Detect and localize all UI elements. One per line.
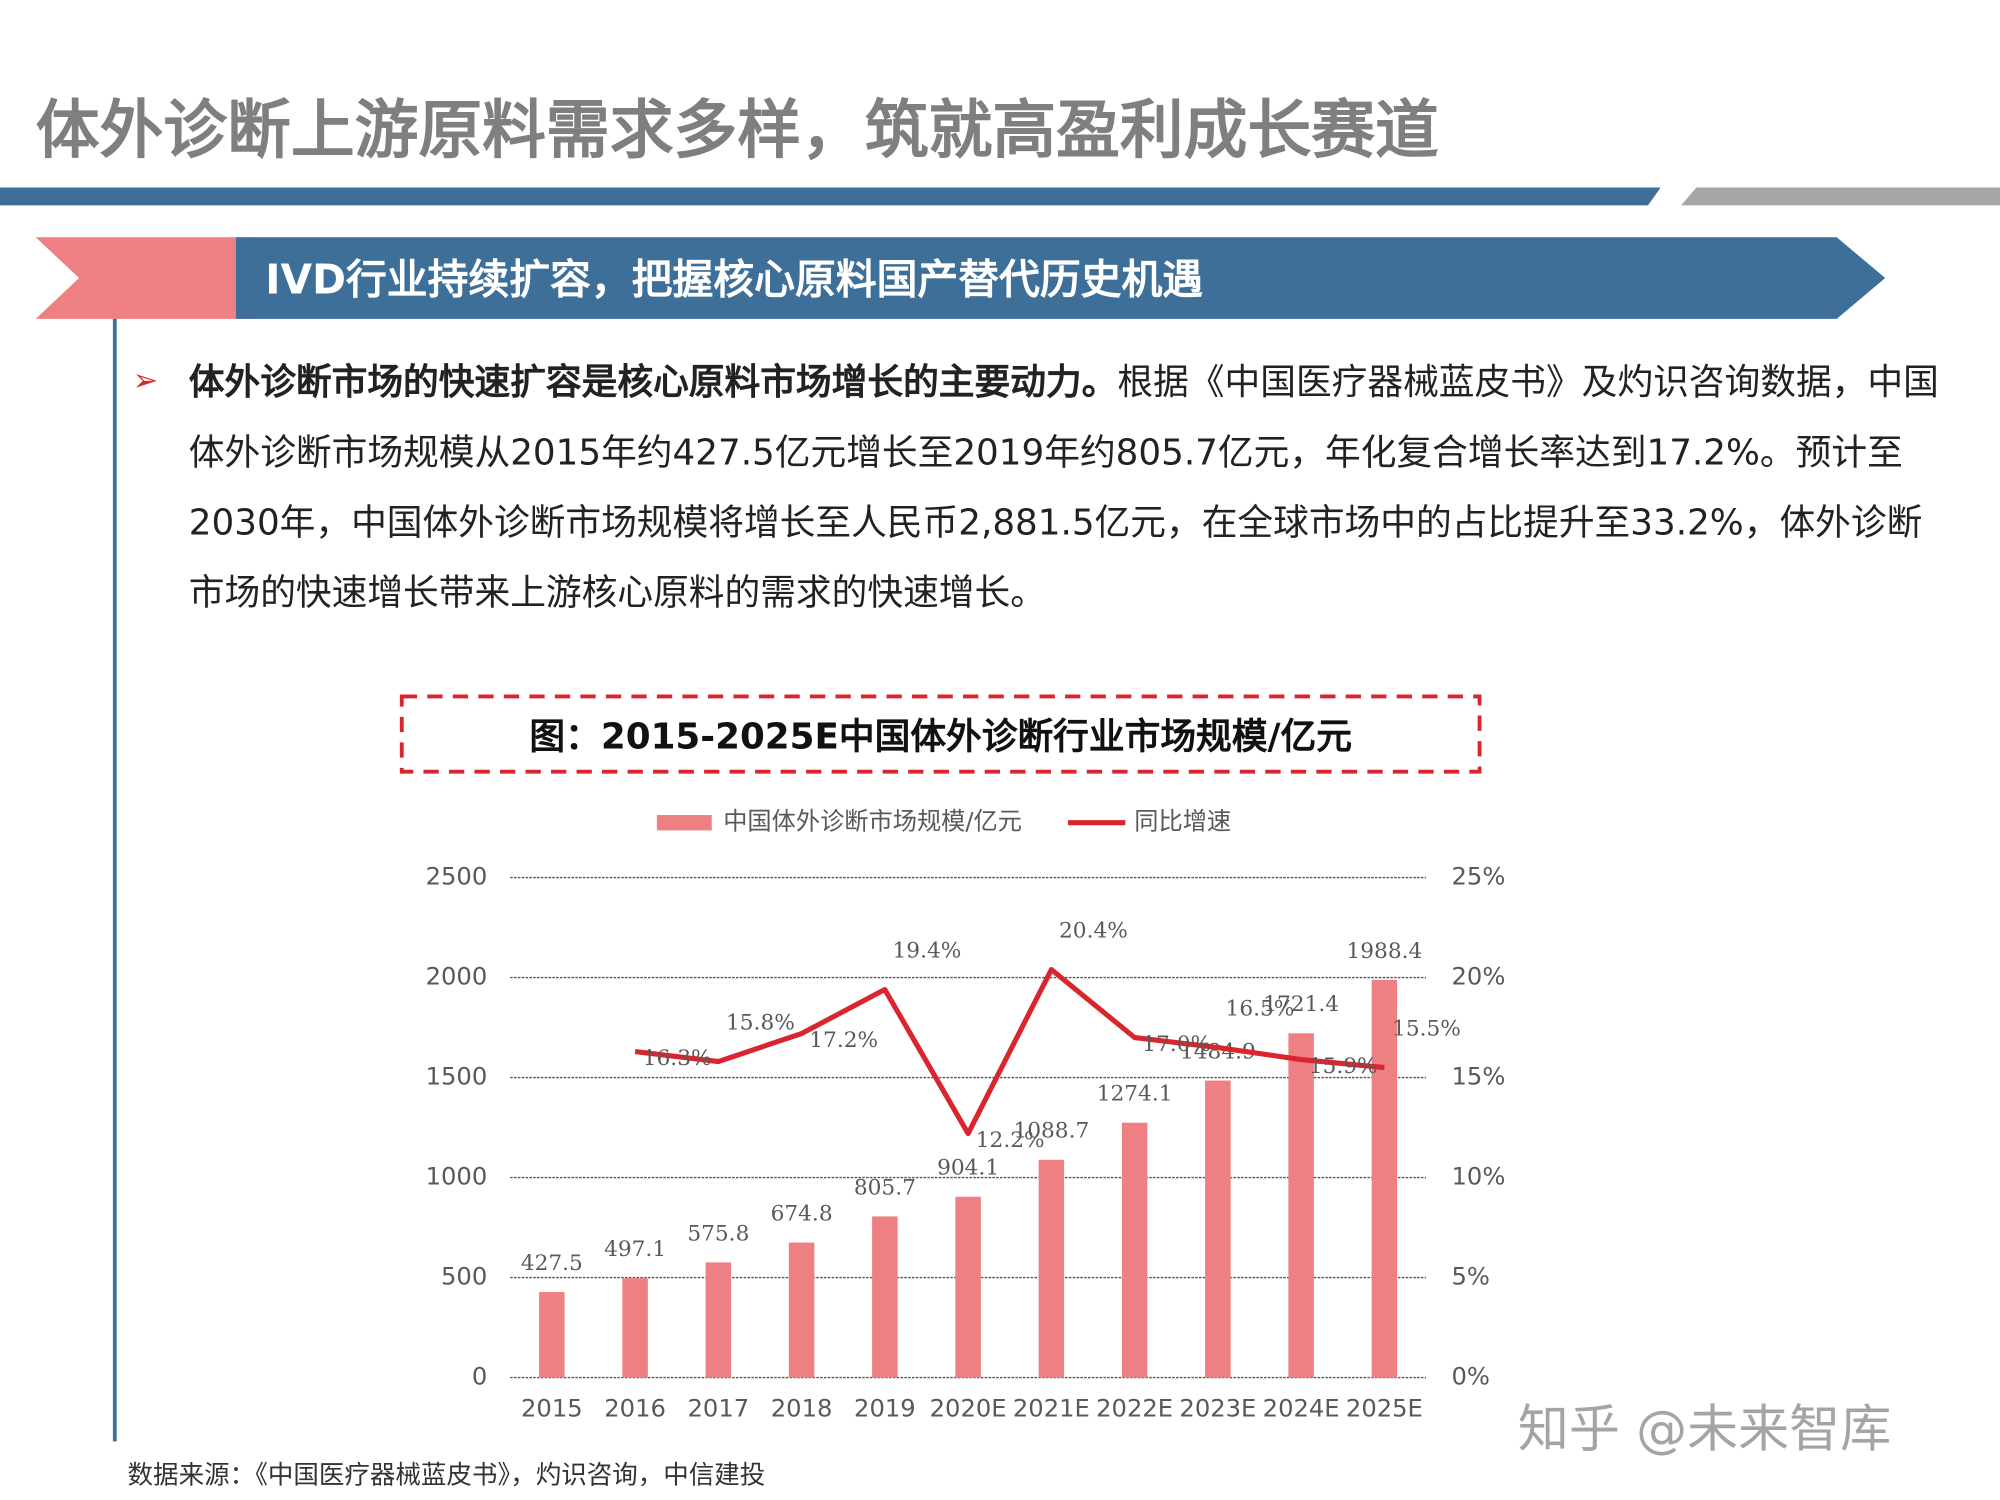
paragraph-body: 根据《中国医疗器械蓝皮书》及灼识咨询数据，中国体外诊断市场规模从2015年约42… [188, 360, 1939, 614]
x-tick-label: 2022E [1096, 1394, 1173, 1422]
line-value-label: 17.0% [1142, 1032, 1211, 1057]
y2-tick-label: 20% [1452, 963, 1506, 991]
y2-tick-label: 5% [1452, 1263, 1490, 1291]
line-value-label: 20.4% [1059, 918, 1128, 943]
line-value-label: 15.8% [726, 1010, 795, 1035]
bar-value-label: 805.7 [854, 1175, 916, 1200]
bar-value-label: 904.1 [937, 1156, 999, 1181]
bar [872, 1216, 898, 1378]
line-value-label: 16.5% [1226, 996, 1295, 1021]
x-tick-label: 2015 [521, 1394, 583, 1422]
chart-title-box [399, 694, 1482, 774]
chart-title: 图：2015-2025E中国体外诊断行业市场规模/亿元 [529, 715, 1352, 758]
x-tick-label: 2025E [1346, 1394, 1423, 1422]
x-tick-label: 2017 [688, 1394, 750, 1422]
banner-band [235, 237, 1886, 319]
legend-label: 同比增速 [1134, 808, 1231, 836]
paragraph-lead: 体外诊断市场的快速扩容是核心原料市场增长的主要动力。 [188, 360, 1118, 404]
bar [622, 1278, 648, 1378]
bar-value-label: 497.1 [604, 1237, 666, 1262]
line-value-label: 17.2% [809, 1028, 878, 1053]
x-tick-label: 2023E [1179, 1394, 1256, 1422]
x-tick-label: 2018 [771, 1394, 833, 1422]
banner-title: IVD行业持续扩容，把握核心原料国产替代历史机遇 [265, 255, 1204, 304]
y-tick-label: 2000 [426, 963, 488, 991]
bar-value-label: 575.8 [687, 1221, 749, 1246]
bar [1205, 1080, 1231, 1378]
x-tick-label: 2019 [854, 1394, 916, 1422]
bar-value-label: 1274.1 [1097, 1082, 1173, 1107]
banner-tail [35, 237, 256, 319]
x-tick-label: 2024E [1263, 1394, 1340, 1422]
x-tick-label: 2021E [1013, 1394, 1090, 1422]
y2-tick-label: 10% [1452, 1163, 1506, 1191]
source: 数据来源：《中国医疗器械蓝皮书》，灼识咨询，中信建投 [127, 1459, 766, 1490]
x-tick-label: 2020E [930, 1394, 1007, 1422]
line-value-label: 12.2% [976, 1128, 1045, 1153]
paragraph: 体外诊断市场的快速扩容是核心原料市场增长的主要动力。根据《中国医疗器械蓝皮书》及… [189, 347, 1943, 628]
bar [788, 1242, 815, 1378]
page-title: 体外诊断上游原料需求多样，筑就高盈利成长赛道 [35, 93, 1439, 168]
x-tick-label: 2016 [604, 1394, 666, 1422]
y2-tick-label: 0% [1452, 1363, 1490, 1391]
line-value-label: 19.4% [893, 938, 962, 963]
bar-value-label: 427.5 [521, 1251, 583, 1276]
y-tick-label: 2500 [426, 863, 488, 891]
y-tick-label: 1000 [426, 1163, 488, 1191]
line-value-label: 16.3% [643, 1046, 712, 1071]
bar-value-label: 1988.4 [1346, 939, 1422, 964]
line-value-label: 15.5% [1392, 1016, 1461, 1041]
y-tick-label: 1500 [426, 1063, 488, 1091]
bar [1288, 1033, 1314, 1378]
y-tick-label: 500 [441, 1263, 487, 1291]
bar [1371, 979, 1398, 1378]
bar [539, 1292, 565, 1378]
legend-label: 中国体外诊断市场规模/亿元 [723, 808, 1022, 836]
bar [1121, 1122, 1148, 1378]
legend-swatch [656, 815, 712, 831]
line [634, 966, 1385, 1137]
bar [955, 1196, 981, 1378]
bar-value-label: 674.8 [771, 1202, 833, 1227]
bar-value-label: 1088.7 [1013, 1119, 1089, 1144]
line-value-label: 15.9% [1309, 1054, 1378, 1079]
bar [1038, 1159, 1065, 1378]
bullet: ➢ [132, 362, 159, 398]
header-rule [0, 187, 1661, 206]
bar-value-label: 1721.4 [1263, 992, 1339, 1017]
bar [705, 1262, 732, 1378]
y2-tick-label: 25% [1452, 863, 1506, 891]
header-rule-gray [1681, 187, 2000, 206]
y2-tick-label: 15% [1452, 1063, 1506, 1091]
watermark: 知乎 @未来智库 [1517, 1400, 1892, 1460]
y-tick-label: 0 [472, 1363, 487, 1391]
